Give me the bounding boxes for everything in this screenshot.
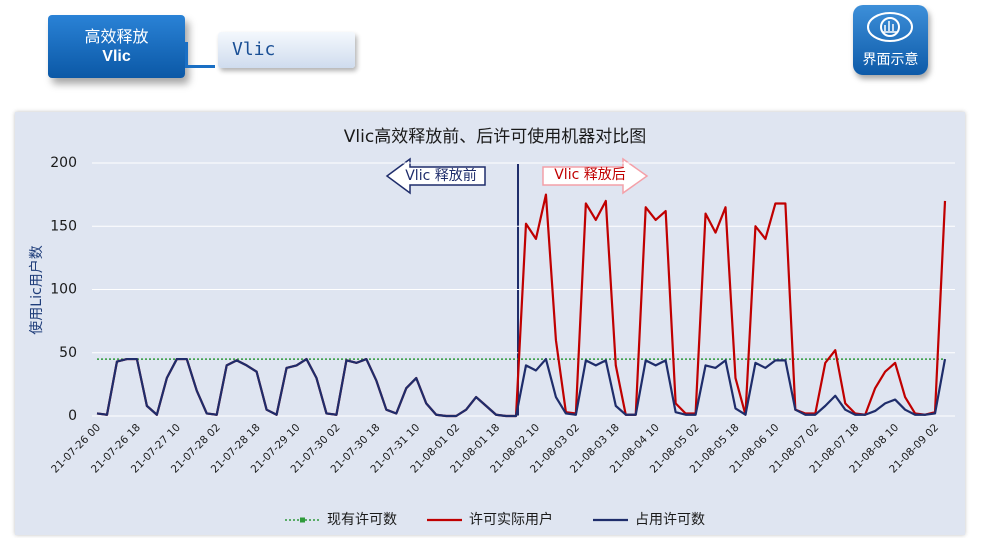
sub-tab[interactable]: Vlic: [218, 32, 355, 68]
chart-title: Vlic高效释放前、后许可使用机器对比图: [344, 126, 646, 147]
y-tick-label: 0: [68, 408, 77, 424]
legend-label: 现有许可数: [327, 512, 397, 528]
y-tick-label: 100: [50, 282, 77, 298]
y-tick-label: 150: [50, 218, 77, 234]
y-tick-label: 200: [50, 155, 77, 171]
legend-label: 占用许可数: [635, 512, 705, 528]
chart-panel: Vlic高效释放前、后许可使用机器对比图 使用Lic用户数 Vlic 释放前 V…: [15, 112, 965, 535]
main-tab-line1: 高效释放: [84, 26, 149, 46]
view-icon[interactable]: 界面示意: [853, 5, 928, 75]
arrow-before: [385, 157, 486, 195]
chart: Vlic高效释放前、后许可使用机器对比图 使用Lic用户数 Vlic 释放前 V…: [28, 126, 955, 528]
connector: [185, 42, 215, 68]
icon-graphic: [867, 12, 913, 42]
icon-label: 界面示意: [862, 52, 919, 68]
annotation-after: Vlic 释放后: [554, 167, 626, 183]
legend-label: 许可实际用户: [469, 511, 553, 528]
y-tick-label: 50: [59, 345, 77, 361]
main-tab-line2: Vlic: [102, 47, 131, 65]
legend-marker: [300, 517, 305, 523]
main-tab[interactable]: 高效释放 Vlic: [48, 15, 185, 78]
y-axis-label: 使用Lic用户数: [28, 245, 45, 334]
arrow-after: [542, 157, 649, 195]
series-line: [96, 357, 947, 418]
annotation-before: Vlic 释放前: [405, 167, 477, 184]
